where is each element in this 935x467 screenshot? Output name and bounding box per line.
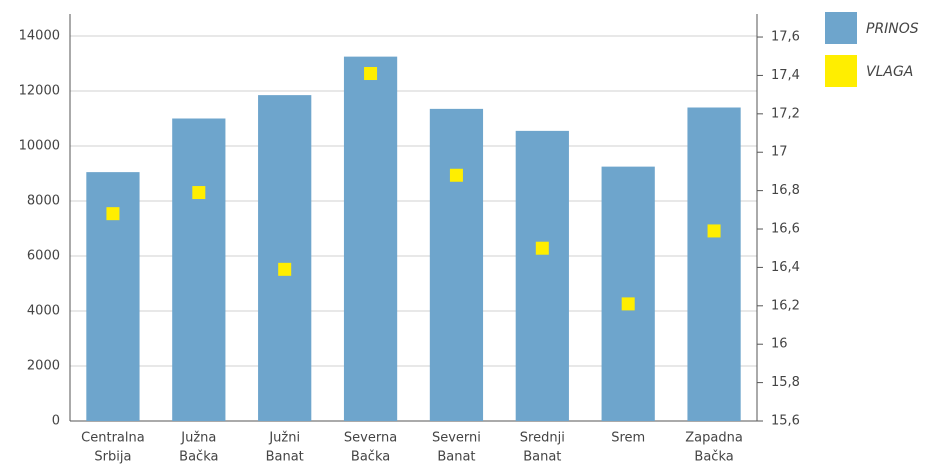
x-tick-label: Srbija (94, 450, 131, 465)
y2-tick-label: 15,8 (771, 375, 800, 390)
y2-tick-label: 16,8 (771, 183, 800, 198)
y-tick-label: 14000 (19, 29, 60, 44)
y-tick-label: 2000 (27, 359, 60, 374)
y2-tick-label: 17,4 (771, 68, 800, 83)
y-tick-label: 8000 (27, 194, 60, 209)
legend-swatch (825, 12, 857, 44)
marker (535, 241, 549, 255)
y-tick-label: 0 (52, 414, 60, 429)
legend-label: VLAGA (866, 64, 913, 80)
x-tick-label: Banat (437, 450, 475, 465)
legend-label: PRINOS (866, 21, 919, 37)
y2-tick-label: 17,6 (771, 30, 800, 45)
y-tick-label: 12000 (19, 84, 60, 99)
bar (601, 166, 655, 421)
x-tick-label: Banat (266, 450, 304, 465)
x-tick-label: Srednji (520, 431, 565, 446)
x-tick-label: Severna (344, 431, 397, 446)
y2-tick-label: 15,6 (771, 414, 800, 429)
bar (429, 108, 484, 421)
y2-tick-label: 16 (771, 337, 788, 352)
marker (364, 67, 378, 81)
y-tick-label: 4000 (27, 304, 60, 319)
x-tick-label: Bačka (351, 450, 390, 465)
y2-tick-label: 16,6 (771, 222, 800, 237)
y2-tick-label: 17 (771, 145, 788, 160)
y-tick-label: 6000 (27, 249, 60, 264)
y2-tick-label: 16,2 (771, 298, 800, 313)
bar (687, 107, 741, 421)
marker (449, 168, 463, 182)
x-tick-label: Srem (611, 431, 645, 446)
marker (192, 186, 206, 200)
x-tick-label: Bačka (694, 450, 733, 465)
x-tick-label: Zapadna (685, 431, 743, 446)
bar (172, 118, 226, 421)
x-tick-label: Banat (523, 450, 561, 465)
legend-swatch (825, 55, 857, 87)
y2-tick-label: 17,2 (771, 106, 800, 121)
y2-tick-label: 16,4 (771, 260, 800, 275)
bar (515, 130, 569, 421)
y-tick-label: 10000 (19, 139, 60, 154)
x-tick-label: Južna (180, 431, 216, 446)
bar (258, 95, 312, 421)
x-tick-label: Severni (432, 431, 481, 446)
marker (278, 262, 292, 276)
x-tick-label: Južni (268, 431, 300, 446)
x-tick-label: Bačka (179, 450, 218, 465)
x-tick-label: Centralna (81, 431, 145, 446)
marker (106, 207, 120, 221)
bar (343, 56, 398, 421)
marker (621, 297, 635, 311)
marker (707, 224, 721, 238)
